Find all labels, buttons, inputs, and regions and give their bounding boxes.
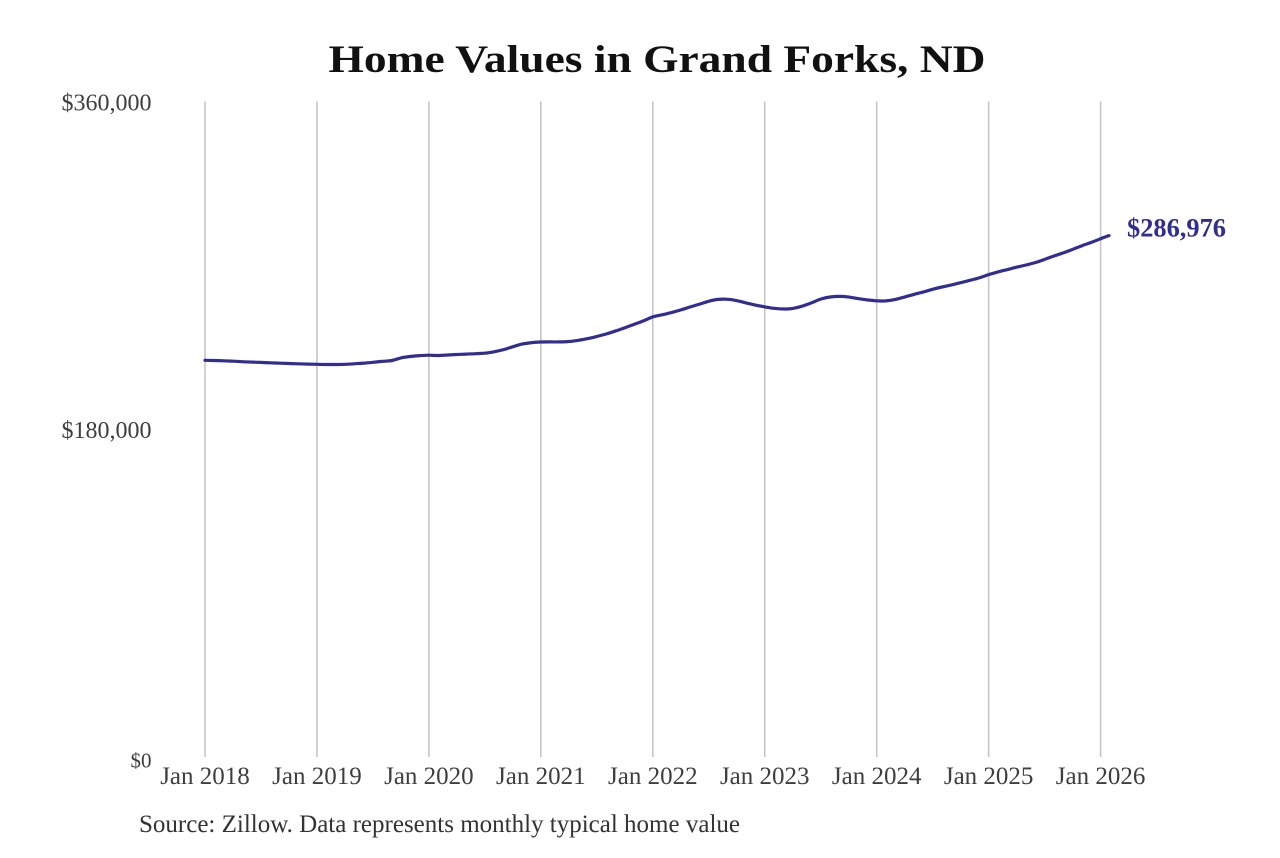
svg-text:Jan 2023: Jan 2023 bbox=[720, 763, 810, 790]
svg-text:Jan 2018: Jan 2018 bbox=[160, 763, 250, 790]
svg-text:Jan 2025: Jan 2025 bbox=[944, 763, 1034, 790]
svg-text:Jan 2024: Jan 2024 bbox=[832, 763, 922, 790]
svg-text:Home Values in Grand Forks, ND: Home Values in Grand Forks, ND bbox=[329, 38, 986, 81]
svg-text:Jan 2020: Jan 2020 bbox=[384, 763, 474, 790]
svg-text:$0: $0 bbox=[131, 749, 152, 773]
svg-text:Source: Zillow. Data represent: Source: Zillow. Data represents monthly … bbox=[139, 811, 740, 838]
svg-text:$360,000: $360,000 bbox=[62, 91, 152, 117]
svg-text:Jan 2026: Jan 2026 bbox=[1056, 763, 1146, 790]
svg-text:Jan 2021: Jan 2021 bbox=[496, 763, 586, 790]
svg-text:Jan 2022: Jan 2022 bbox=[608, 763, 698, 790]
svg-text:$286,976: $286,976 bbox=[1127, 213, 1226, 243]
svg-text:Jan 2019: Jan 2019 bbox=[272, 763, 362, 790]
svg-text:$180,000: $180,000 bbox=[62, 418, 152, 444]
